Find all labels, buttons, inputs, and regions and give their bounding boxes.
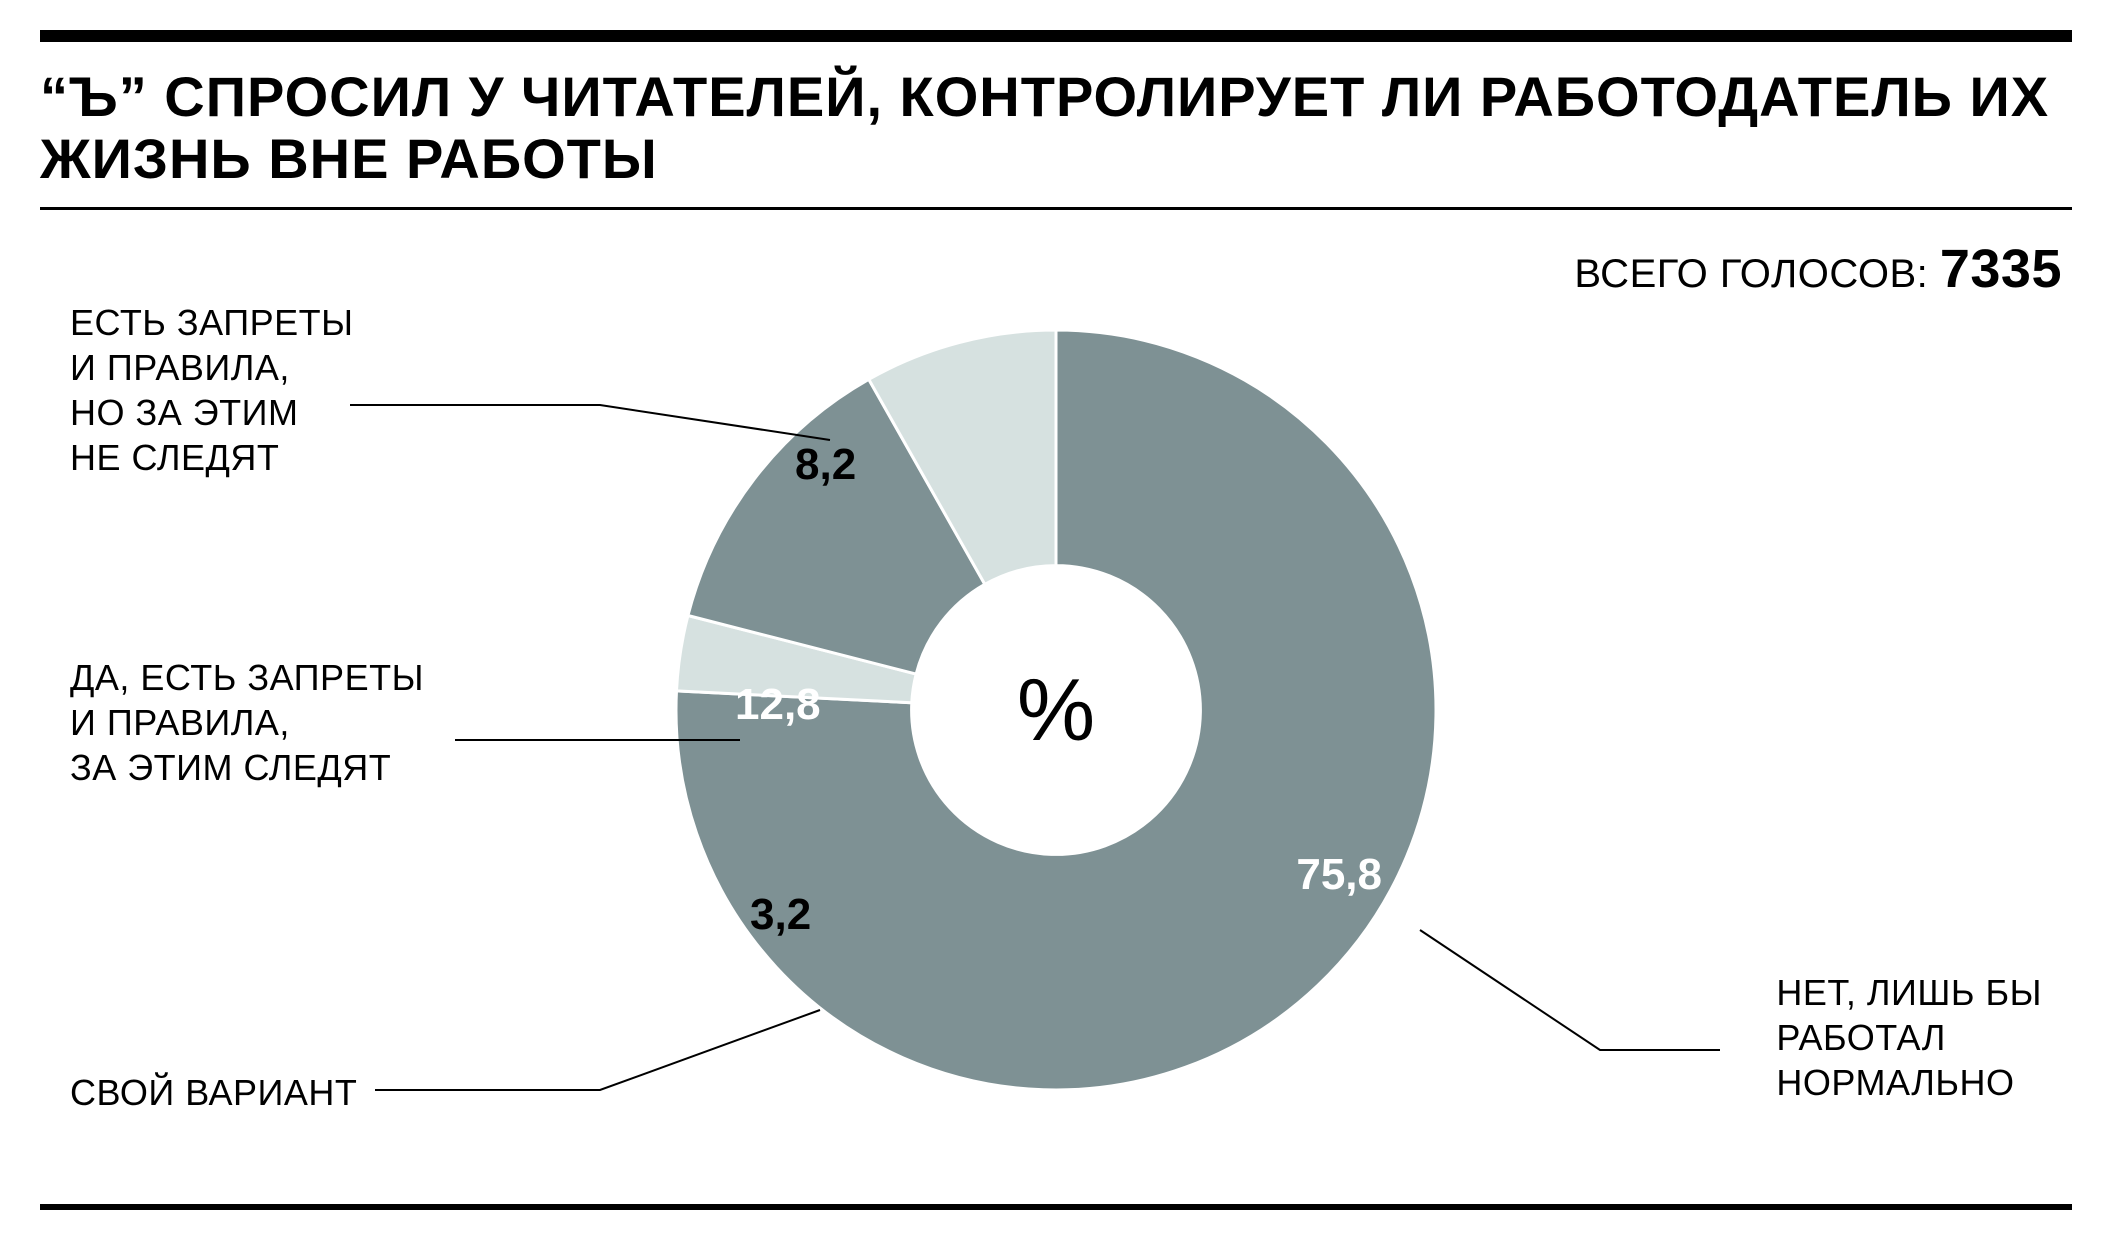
total-votes: ВСЕГО ГОЛОСОВ: 7335 xyxy=(1574,238,2062,300)
top-rule xyxy=(40,30,2072,42)
slice-label-0: НЕТ, ЛИШЬ БЫРАБОТАЛНОРМАЛЬНО xyxy=(1776,970,2042,1105)
slice-label-1: СВОЙ ВАРИАНТ xyxy=(70,1070,357,1115)
bottom-rule xyxy=(40,1204,2072,1210)
infographic-container: “Ъ” СПРОСИЛ У ЧИТАТЕЛЕЙ, КОНТРОЛИРУЕТ ЛИ… xyxy=(40,30,2072,1220)
slice-label-3: ЕСТЬ ЗАПРЕТЫИ ПРАВИЛА,НО ЗА ЭТИМНЕ СЛЕДЯ… xyxy=(70,300,354,480)
slice-value-1: 3,2 xyxy=(750,890,811,940)
slice-value-2: 12,8 xyxy=(735,680,821,730)
total-votes-label: ВСЕГО ГОЛОСОВ: xyxy=(1574,252,1940,296)
slice-value-3: 8,2 xyxy=(795,440,856,490)
donut-center-symbol: % xyxy=(1017,659,1095,761)
slice-label-2: ДА, ЕСТЬ ЗАПРЕТЫИ ПРАВИЛА,ЗА ЭТИМ СЛЕДЯТ xyxy=(70,655,424,790)
chart-area: ВСЕГО ГОЛОСОВ: 7335 % 75,8 3,2 12,8 8,2 … xyxy=(40,210,2072,1210)
total-votes-value: 7335 xyxy=(1940,239,2062,299)
chart-title: “Ъ” СПРОСИЛ У ЧИТАТЕЛЕЙ, КОНТРОЛИРУЕТ ЛИ… xyxy=(40,42,2072,210)
slice-value-0: 75,8 xyxy=(1296,850,1382,900)
